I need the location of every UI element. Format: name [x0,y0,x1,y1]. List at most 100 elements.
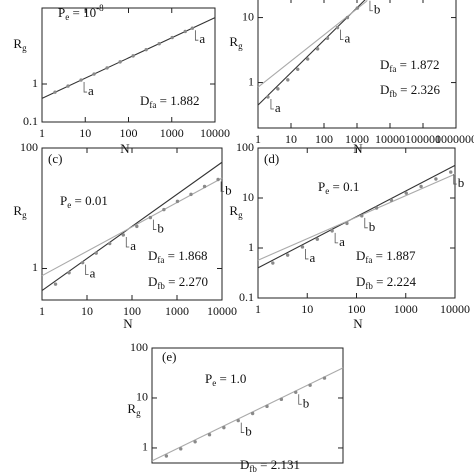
y-axis-label-part: g [22,210,27,220]
data-point [164,454,169,458]
marker-label: b [374,2,381,17]
dimension-label-part: = 1.887 [372,248,416,263]
y-tick-label: 1 [248,240,254,254]
pe-label-part: e [67,200,71,210]
marker-bracket [240,422,245,433]
dimension-label-part: D [140,93,149,108]
dimension-label-part: = 1.872 [396,57,439,72]
marker-bracket [194,30,199,41]
data-point [330,229,334,233]
data-point [92,72,96,76]
y-tick-label: 0.1 [23,114,38,128]
dimension-label-part: D [356,248,365,263]
dimension-label-part: = 2.131 [257,457,300,472]
data-point [271,261,275,265]
data-point [285,253,290,257]
data-point [79,78,83,82]
data-point [265,404,269,409]
data-point [335,25,340,30]
data-point [389,198,394,202]
y-tick-label: 1 [248,74,254,88]
data-point [189,192,193,197]
pe-label-part: e [65,12,69,22]
dimension-label-part: = 2.326 [397,82,441,97]
dimension-label-part: D [380,57,389,72]
data-point [305,57,310,61]
x-axis-label: N [353,316,363,331]
marker-label: a [344,31,350,46]
x-tick-label: 10 [79,126,91,140]
x-tick-label: 1000 [165,304,189,318]
y-axis-label-part: g [238,210,243,220]
x-tick-label: 1000 [394,302,418,316]
data-point [207,433,212,437]
x-tick-label: 100000 [405,132,441,146]
pe-label-part: = 0.01 [71,193,108,208]
data-point [308,383,312,387]
data-point [250,411,255,416]
marker-bracket [369,0,373,12]
fit-line [257,0,366,106]
marker-label: a [275,100,281,115]
data-point [80,260,85,265]
panel-label: (e) [162,349,176,364]
data-point [108,241,112,246]
dimension-label-part: fb [249,464,257,474]
x-tick-label: 10 [285,132,297,146]
x-tick-label: 10 [81,304,93,318]
x-tick-label: 1000000 [435,132,474,146]
marker-bracket [334,232,339,244]
data-point [53,90,57,94]
y-axis-label: Rg [13,36,27,53]
data-point [279,397,284,402]
dimension-label-part: = 2.270 [165,274,208,289]
data-point [67,271,71,275]
dimension-label-part: D [148,274,157,289]
pe-label-part: P [58,5,65,20]
data-point [355,6,360,10]
y-tick-label: 1 [142,440,148,454]
pe-label: Pe = 1.0 [205,371,246,388]
data-point [148,215,153,220]
pe-label-part: e [325,186,329,196]
marker-label: b [157,221,164,236]
marker-label: a [199,31,205,46]
marker-bracket [364,217,368,229]
data-point [345,221,349,226]
marker-bracket [125,236,130,248]
x-tick-label: 10000 [375,132,405,146]
pe-label-part: e [212,378,216,388]
data-point [144,47,148,52]
marker-bracket [83,82,88,93]
y-tick-label: 10 [242,9,254,23]
data-point [170,35,174,40]
x-tick-label: 100 [123,304,141,318]
dimension-label-part: D [240,457,249,472]
dimension-label-part: fa [149,100,156,110]
y-axis-label-part: g [238,41,243,51]
data-point [276,87,280,91]
y-tick-label: 1 [32,76,38,90]
marker-bracket [340,29,344,41]
y-tick-label: 100 [236,140,254,154]
marker-bracket [270,98,274,110]
data-point [286,78,290,82]
dimension-label-part: = 1.868 [164,248,207,263]
marker-label: b [369,219,376,234]
marker-label: b [303,395,310,410]
dimension-label-part: D [356,274,365,289]
y-tick-label: 10 [242,190,254,204]
data-point [266,95,270,99]
pe-label-part: P [318,179,325,194]
dimension-label-part: = 1.882 [156,93,199,108]
fit-line [257,0,368,88]
marker-bracket [298,394,302,405]
marker-label: a [309,250,315,265]
dimension-label-part: = 2.224 [373,274,417,289]
dimension-label: Dfa = 1.887 [356,248,416,265]
data-point [66,84,70,88]
data-point [360,214,364,218]
marker-label: a [90,266,96,281]
data-point [404,191,408,195]
dimension-label-part: fb [389,89,397,99]
